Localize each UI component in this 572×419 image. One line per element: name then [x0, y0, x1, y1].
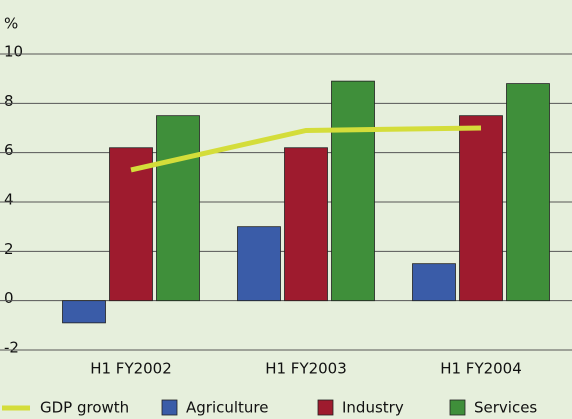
legend-label: GDP growth: [40, 399, 129, 417]
bar: [237, 226, 281, 302]
y-tick-label: 4: [4, 191, 14, 209]
legend-swatch: [449, 399, 466, 416]
bar: [284, 147, 328, 302]
x-tick-label: H1 FY2004: [440, 360, 522, 378]
legend-label: Industry: [342, 399, 404, 417]
y-tick-label: 10: [4, 43, 23, 61]
legend-swatch: [317, 399, 334, 416]
bar: [459, 115, 503, 302]
bar: [506, 83, 550, 302]
y-tick-label: 6: [4, 141, 14, 159]
legend-swatch: [161, 399, 178, 416]
legend-label: Services: [474, 399, 537, 417]
legend-label: Agriculture: [186, 399, 269, 417]
y-tick-label: -2: [4, 339, 19, 357]
bar: [412, 263, 456, 302]
bar: [331, 80, 375, 302]
bar: [109, 147, 153, 302]
bar: [62, 300, 106, 324]
bar: [156, 115, 200, 302]
y-tick-label: 8: [4, 92, 14, 110]
x-tick-label: H1 FY2003: [265, 360, 347, 378]
y-tick-label: 0: [4, 289, 14, 307]
x-tick-label: H1 FY2002: [90, 360, 172, 378]
line: [130, 125, 482, 173]
y-axis-label: %: [4, 15, 18, 33]
y-tick-label: 2: [4, 240, 14, 258]
